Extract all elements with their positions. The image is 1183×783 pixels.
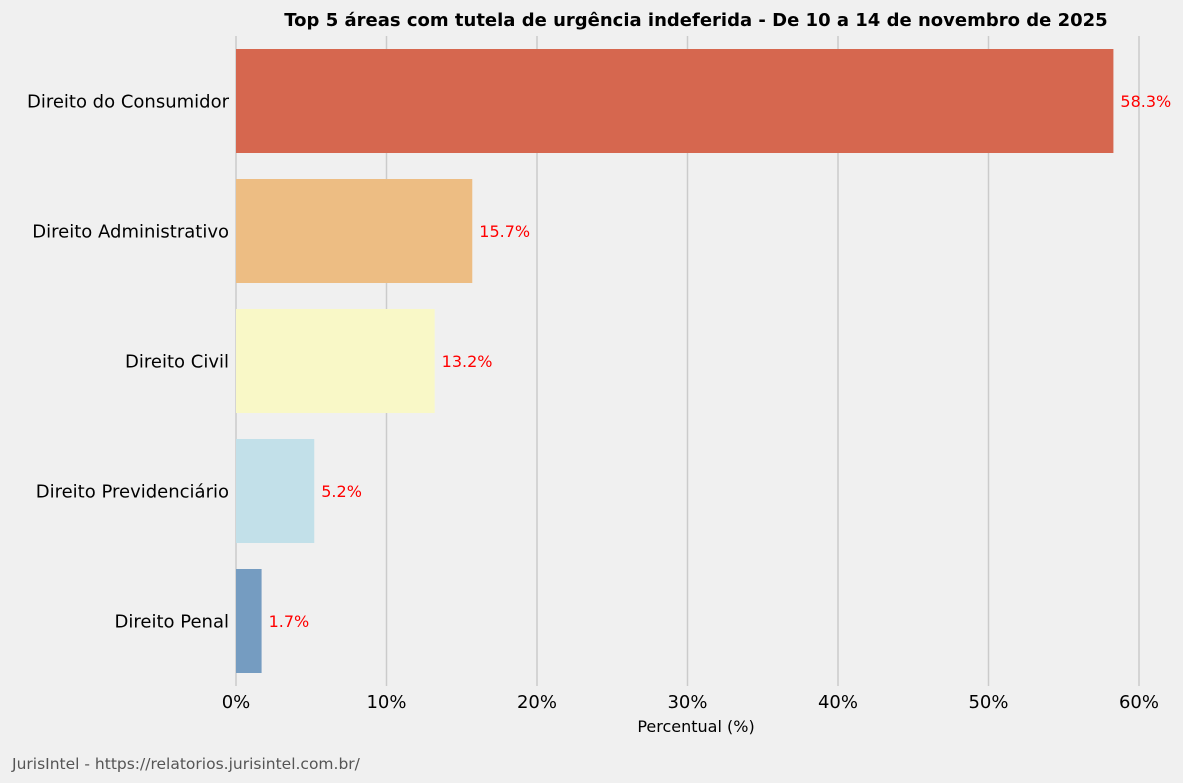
data-label: 5.2% <box>321 482 362 501</box>
x-tick-label: 30% <box>667 692 707 713</box>
bar <box>236 179 473 283</box>
data-label: 15.7% <box>479 222 530 241</box>
bars <box>236 49 1114 673</box>
category-label: Direito Previdenciário <box>36 482 229 503</box>
data-label: 13.2% <box>442 352 493 371</box>
x-axis-ticks: 0% 10% 20% 30% 40% 50% 60% <box>222 692 1159 713</box>
x-tick-label: 60% <box>1119 692 1159 713</box>
category-label: Direito Penal <box>115 612 229 633</box>
bar <box>236 569 262 673</box>
x-tick-label: 10% <box>366 692 406 713</box>
x-axis-label: Percentual (%) <box>637 717 754 736</box>
data-label: 58.3% <box>1120 92 1171 111</box>
chart-title: Top 5 áreas com tutela de urgência indef… <box>284 10 1107 31</box>
category-label: Direito Administrativo <box>32 222 229 243</box>
category-label: Direito Civil <box>125 352 229 373</box>
x-tick-label: 50% <box>968 692 1008 713</box>
x-tick-label: 0% <box>222 692 251 713</box>
footer-source: JurisIntel - https://relatorios.jurisint… <box>11 755 361 773</box>
bar <box>236 309 435 413</box>
labels: Direito do Consumidor 58.3% Direito Admini… <box>27 92 1171 633</box>
data-label: 1.7% <box>269 612 310 631</box>
x-tick-label: 40% <box>818 692 858 713</box>
bar <box>236 439 315 543</box>
category-label: Direito do Consumidor <box>27 92 230 113</box>
x-tick-label: 20% <box>517 692 557 713</box>
bar <box>236 49 1114 153</box>
